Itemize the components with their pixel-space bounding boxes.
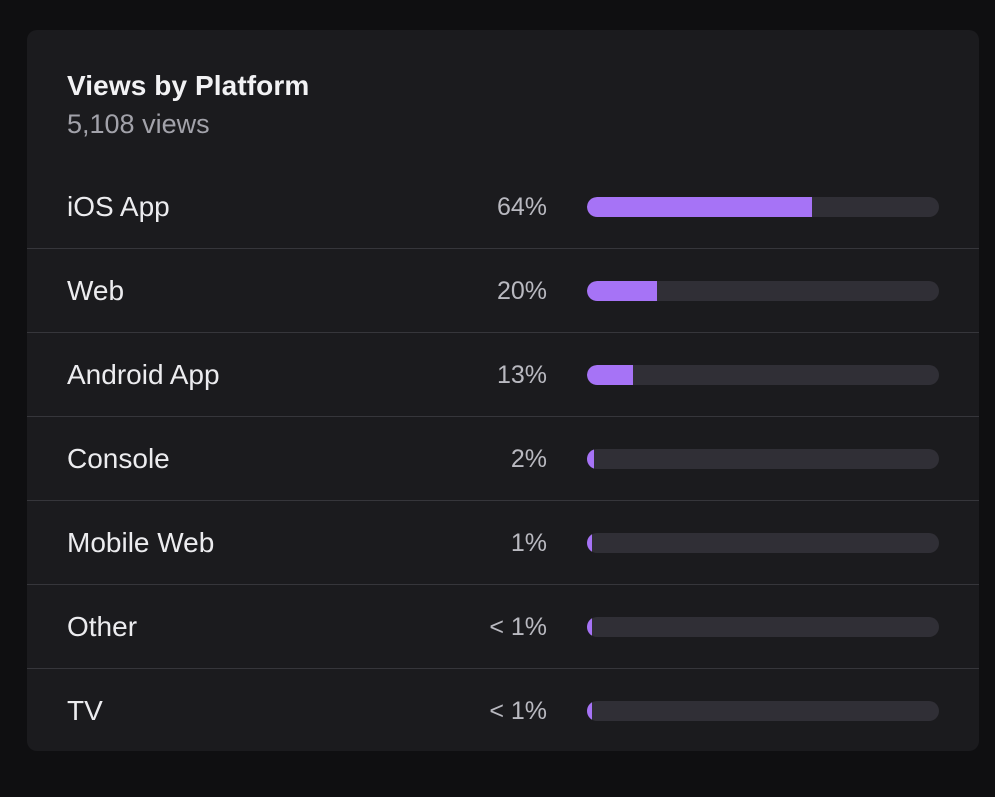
share-bar-track — [587, 281, 939, 301]
platform-label: Web — [67, 275, 125, 306]
share-bar-track — [587, 533, 939, 553]
share-bar-fill — [587, 197, 813, 217]
platform-row-ios-app: iOS App 64% — [27, 165, 979, 249]
share-bar-fill — [587, 365, 633, 385]
platform-row-mobile-web: Mobile Web 1% — [27, 501, 979, 585]
platform-label: iOS App — [67, 191, 170, 222]
platform-percent: 64% — [496, 193, 547, 221]
platform-label: Console — [67, 443, 170, 474]
share-bar-track — [587, 449, 939, 469]
platform-label: TV — [67, 695, 103, 726]
share-bar-track — [587, 197, 939, 217]
platform-percent: 2% — [510, 445, 547, 473]
share-bar-fill — [587, 617, 592, 637]
share-bar-track — [587, 617, 939, 637]
platform-row-other: Other < 1% — [27, 585, 979, 669]
platform-percent: < 1% — [489, 613, 547, 641]
platform-label: Android App — [67, 359, 220, 390]
platform-row-console: Console 2% — [27, 417, 979, 501]
share-bar-track — [587, 365, 939, 385]
share-bar-fill — [587, 533, 592, 553]
views-by-platform-card: Views by Platform 5,108 views iOS App 64… — [27, 30, 979, 751]
platform-row-android-app: Android App 13% — [27, 333, 979, 417]
platform-list: iOS App 64% Web 20% Android App 13% Cons… — [27, 165, 979, 751]
share-bar-fill — [587, 281, 658, 301]
platform-percent: 20% — [496, 277, 547, 305]
platform-percent: 13% — [496, 361, 547, 389]
share-bar-track — [587, 701, 939, 721]
platform-percent: 1% — [510, 529, 547, 557]
platform-label: Other — [67, 611, 138, 642]
platform-row-web: Web 20% — [27, 249, 979, 333]
share-bar-fill — [587, 701, 592, 721]
platform-label: Mobile Web — [67, 527, 215, 558]
card-title: Views by Platform — [67, 70, 310, 101]
platform-row-tv: TV < 1% — [27, 669, 979, 751]
views-count: 5,108 views — [67, 109, 210, 139]
share-bar-fill — [587, 449, 595, 469]
platform-percent: < 1% — [489, 697, 547, 725]
card-header: Views by Platform 5,108 views — [67, 70, 309, 140]
